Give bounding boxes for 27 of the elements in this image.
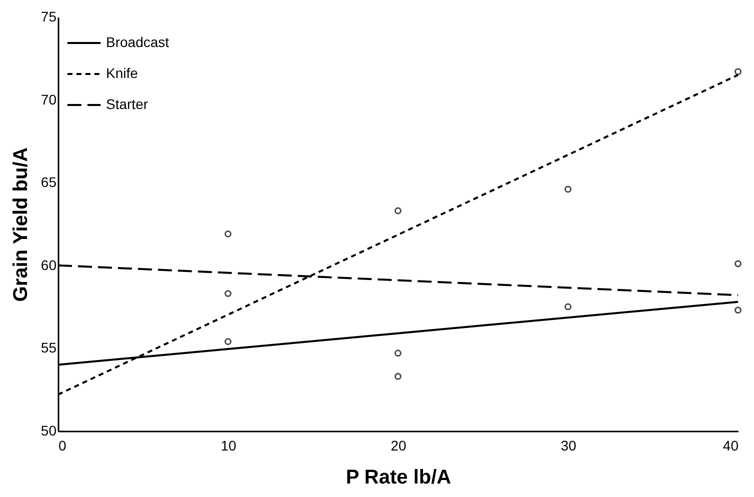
point [224, 338, 232, 346]
point [224, 230, 232, 238]
y-tick-label: 65 [40, 174, 57, 190]
y-tick-label: 70 [40, 91, 57, 108]
point [224, 290, 232, 298]
x-tick-label: 20 [390, 438, 406, 454]
x-axis-title: P Rate lb/A [346, 466, 452, 488]
y-axis-title: Grain Yield bu/A [10, 147, 32, 302]
point [564, 186, 572, 193]
point [394, 350, 402, 357]
y-tick-label: 50 [40, 422, 57, 438]
legend-label: Knife [106, 65, 138, 81]
y-tick-label: 55 [40, 340, 57, 356]
y-tick-label: 75 [40, 8, 57, 24]
x-tick-label: 40 [722, 438, 739, 454]
point [394, 207, 402, 214]
y-tick-label: 60 [40, 256, 57, 273]
point [734, 306, 742, 314]
x-tick-label: 0 [58, 438, 66, 454]
x-tick-label: 10 [220, 438, 236, 454]
point [394, 372, 402, 380]
x-tick-label: 30 [560, 438, 576, 454]
legend-label: Starter [106, 96, 148, 112]
legend-label: Broadcast [106, 34, 170, 50]
point [734, 260, 742, 268]
point [734, 68, 742, 76]
point [564, 303, 572, 310]
